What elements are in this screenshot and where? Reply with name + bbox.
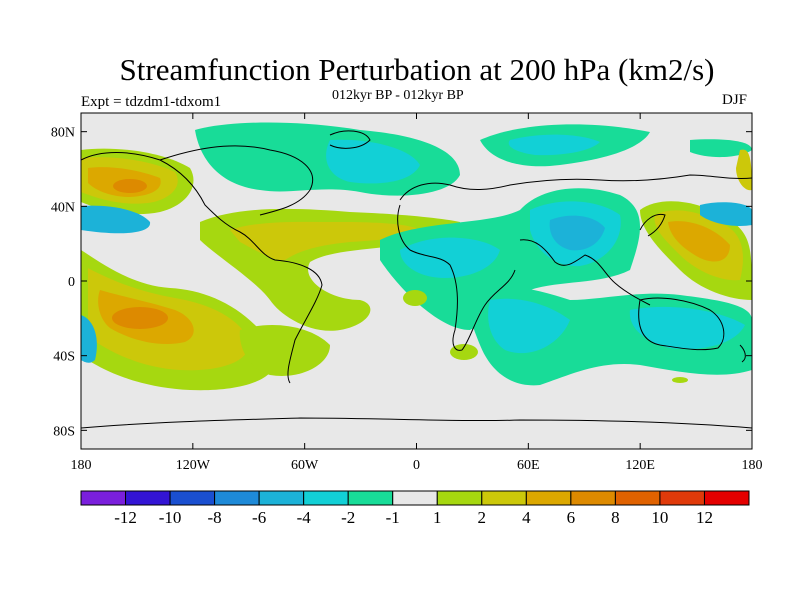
contour-south-indian-low (468, 285, 752, 386)
lon-tick-label: 60E (517, 458, 540, 473)
colorbar-swatch (214, 490, 260, 506)
lat-tick-label: 80N (51, 126, 75, 141)
colorbar-swatch (659, 490, 705, 506)
colorbar-swatch (125, 490, 171, 506)
colorbar-swatch (481, 490, 527, 506)
lon-tick-label: 180 (71, 458, 92, 473)
colorbar-label: 6 (567, 508, 576, 527)
experiment-label: Expt = tdzdm1-tdxom1 (81, 94, 222, 110)
colorbar-swatch (303, 490, 349, 506)
map-area (81, 113, 752, 449)
contour-pacific-low-south (81, 315, 97, 363)
colorbar-swatch (703, 490, 750, 506)
colorbar-label: 12 (696, 508, 713, 527)
lon-tick-label: 0 (413, 458, 420, 473)
colorbar-swatch (525, 490, 572, 506)
colorbar-label: 1 (433, 508, 442, 527)
season-label: DJF (722, 92, 748, 108)
contour-pacific-south-high (81, 250, 277, 391)
colorbar-swatch (347, 490, 394, 506)
lat-tick-label: 0 (68, 275, 75, 290)
lon-tick-label: 180 (742, 458, 763, 473)
contour-small-patch (672, 377, 688, 383)
contour-pacific-north-high (81, 148, 194, 215)
longitude-axis: 180 120W 60W 0 60E 120E 180 (71, 113, 763, 473)
colorbar-label: -8 (208, 508, 222, 527)
colorbar-label: -6 (252, 508, 266, 527)
period-label: 012kyr BP - 012kyr BP (332, 88, 464, 103)
colorbar-swatch (169, 490, 216, 506)
colorbar-swatch (392, 490, 438, 506)
lat-tick-label: 80S (53, 424, 75, 439)
lon-tick-label: 60W (291, 458, 319, 473)
colorbar-label: -1 (386, 508, 400, 527)
lon-tick-label: 120W (176, 458, 211, 473)
coastlines (81, 130, 752, 429)
colorbar-label: -10 (159, 508, 182, 527)
contour-west-pacific-high (640, 149, 752, 300)
contour-pacific-low (81, 205, 151, 234)
contour-arctic-low (195, 122, 752, 196)
lon-tick-label: 120E (625, 458, 655, 473)
lat-tick-label: 40S (53, 350, 75, 365)
colorbar-label: -4 (297, 508, 312, 527)
colorbar-label: 2 (478, 508, 487, 527)
colorbar: -12 -10 -8 -6 -4 -2 -1 1 2 4 6 8 10 12 (80, 490, 750, 527)
contour-small-patch (403, 290, 427, 306)
colorbar-swatch (436, 490, 483, 506)
colorbar-swatch (80, 490, 127, 506)
colorbar-label: -12 (114, 508, 137, 527)
colorbar-label: -2 (341, 508, 355, 527)
colorbar-label: 10 (651, 508, 668, 527)
latitude-axis: 80N 40N 0 40S 80S (51, 126, 752, 439)
contour-asia-low (380, 188, 640, 330)
colorbar-swatch (614, 490, 661, 506)
page-title: Streamfunction Perturbation at 200 hPa (… (119, 52, 715, 87)
lat-tick-label: 40N (51, 200, 75, 215)
colorbar-label: 4 (522, 508, 531, 527)
colorbar-label: 8 (611, 508, 620, 527)
colorbar-swatch (570, 490, 616, 506)
colorbar-swatch (258, 490, 305, 506)
contour-small-patch (450, 344, 478, 360)
